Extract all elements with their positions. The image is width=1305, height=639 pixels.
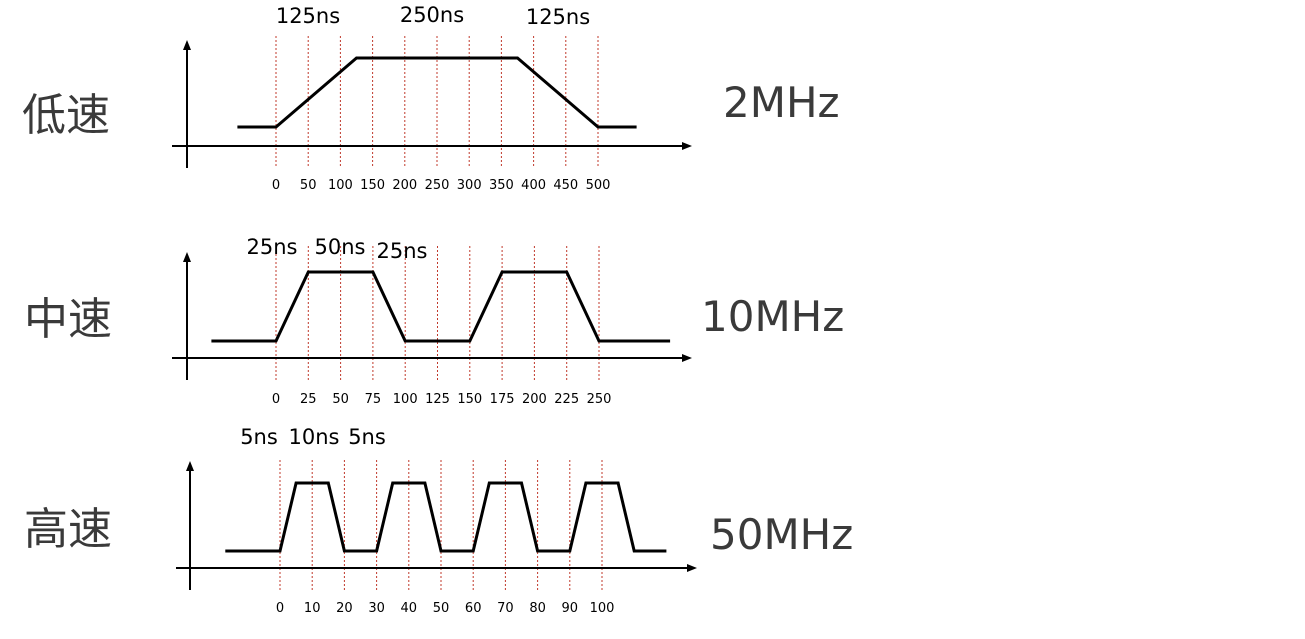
waveform [225,481,667,553]
tick-label: 50 [300,178,317,193]
tick-label: 150 [457,392,482,407]
tick-label: 10 [304,601,321,616]
tick-label: 20 [336,601,353,616]
x-axis-arrow [687,564,697,572]
tick-label: 350 [489,178,514,193]
duration-label: 125ns [526,5,590,29]
tick-label: 90 [562,601,579,616]
tick-label: 125 [425,392,450,407]
y-axis-arrow [183,252,191,262]
tick-label: 100 [328,178,353,193]
tick-label: 70 [497,601,514,616]
tick-label: 500 [586,178,611,193]
tick-label: 30 [368,601,385,616]
high-speed-label: 高速 [24,504,112,555]
tick-label: 0 [276,601,284,616]
duration-label: 250ns [400,3,464,27]
tick-label: 0 [272,392,280,407]
tick-label: 200 [522,392,547,407]
y-axis-arrow [186,461,194,471]
tick-label: 450 [553,178,578,193]
tick-label: 50 [433,601,450,616]
duration-label: 25ns [377,239,428,263]
duration-label: 5ns [240,425,278,449]
mid-speed-label: 中速 [24,294,112,345]
tick-label: 75 [365,392,382,407]
tick-label: 80 [529,601,546,616]
tick-label: 400 [521,178,546,193]
y-axis-arrow [183,40,191,50]
duration-label: 50ns [315,235,366,259]
duration-label: 5ns [348,425,386,449]
tick-label: 175 [490,392,515,407]
waveform [237,56,637,129]
tick-label: 25 [300,392,317,407]
tick-label: 225 [554,392,579,407]
tick-label: 60 [465,601,482,616]
duration-label: 125ns [276,4,340,28]
tick-label: 50 [332,392,349,407]
x-axis-arrow [682,142,692,150]
low-frequency-label: 2MHz [723,78,840,127]
low-speed-label: 低速 [22,90,110,141]
mid-frequency-label: 10MHz [701,292,845,341]
high-frequency-label: 50MHz [710,510,854,559]
tick-label: 250 [425,178,450,193]
tick-label: 250 [587,392,612,407]
x-axis-arrow [682,354,692,362]
tick-label: 200 [392,178,417,193]
tick-label: 100 [590,601,615,616]
tick-label: 100 [393,392,418,407]
tick-label: 300 [457,178,482,193]
tick-label: 150 [360,178,385,193]
waveform [211,270,671,343]
tick-label: 40 [401,601,418,616]
duration-label: 10ns [289,425,340,449]
duration-label: 25ns [247,235,298,259]
tick-label: 0 [272,178,280,193]
